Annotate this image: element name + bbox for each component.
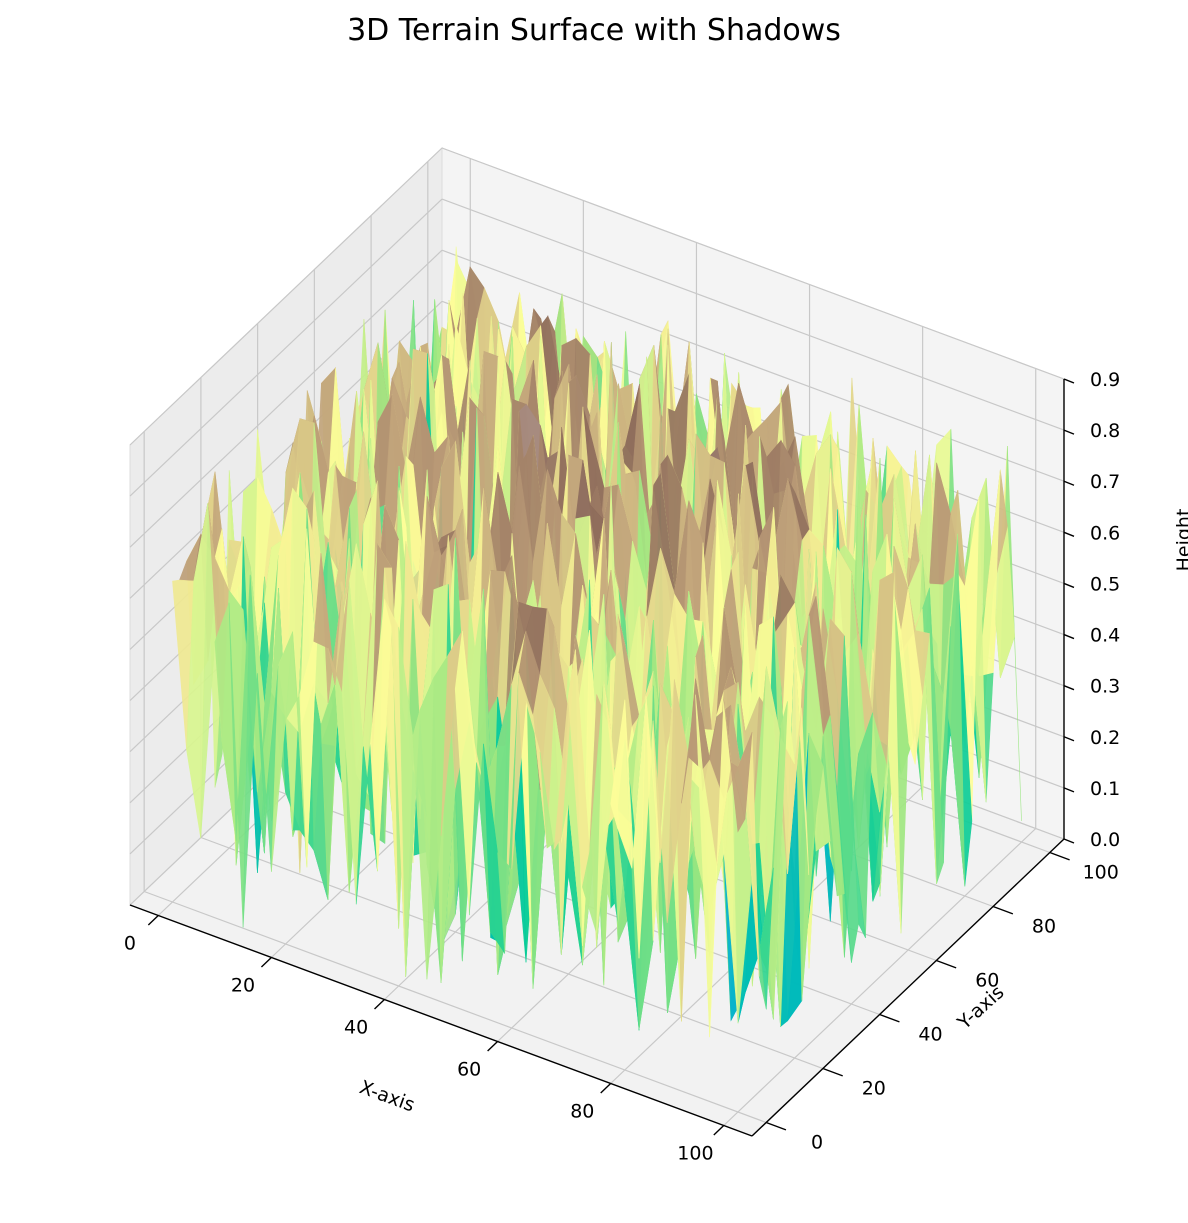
y-tick-label: 0 — [811, 1131, 823, 1153]
z-axis-label: Height — [1173, 509, 1188, 572]
grid-line-z-left — [129, 198, 443, 497]
x-tick-label: 0 — [124, 933, 136, 955]
grid-line-y-floor — [143, 890, 767, 1124]
axis-lines — [129, 379, 1065, 1137]
z-tick-mark — [1063, 633, 1075, 640]
axis-ticks: 0 20 40 60 80 100 0 20 40 60 80 100 0.0 0.1 0.2 0.3 0.4 0… — [124, 369, 1120, 1165]
x-tick-label: 20 — [231, 975, 255, 997]
z-tick-mark — [1063, 685, 1075, 691]
y-tick-mark — [765, 1121, 787, 1131]
x-tick-label: 40 — [344, 1017, 368, 1039]
z-tick-label: 0.8 — [1090, 420, 1120, 442]
grid-line-z-back — [441, 147, 1065, 380]
y-axis-line — [751, 838, 1065, 1137]
x-tick-mark — [487, 1040, 499, 1052]
terrain-surface — [172, 246, 1022, 1038]
grid-line-x-floor — [723, 828, 1037, 1126]
y-tick-mark — [992, 905, 1014, 915]
y-tick-label: 20 — [862, 1077, 886, 1099]
z-tick-label: 0.2 — [1090, 727, 1120, 749]
z-tick-mark — [1063, 787, 1075, 793]
z-tick-label: 0.9 — [1090, 369, 1120, 391]
x-tick-mark — [147, 914, 159, 926]
x-tick-label: 80 — [570, 1101, 594, 1123]
x-axis-line — [129, 904, 753, 1137]
surface-facet — [723, 699, 746, 833]
x-tick-label: 100 — [677, 1143, 713, 1165]
y-tick-mark — [1049, 851, 1070, 861]
y-tick-mark — [879, 1013, 900, 1023]
z-tick-mark — [1063, 582, 1075, 589]
x-tick-label: 60 — [457, 1059, 481, 1081]
z-tick-label: 0.5 — [1090, 573, 1120, 595]
z-tick-mark — [1063, 480, 1075, 486]
z-tick-mark — [1063, 429, 1075, 435]
grid-line-z-back — [441, 249, 1065, 482]
z-tick-label: 0.0 — [1090, 829, 1120, 851]
x-tick-mark — [374, 998, 385, 1010]
grid-line-z-left — [129, 147, 443, 446]
z-tick-label: 0.4 — [1090, 625, 1120, 647]
grid-line-z-left — [129, 249, 443, 548]
z-tick-label: 0.6 — [1090, 522, 1120, 544]
z-tick-label: 0.1 — [1090, 778, 1120, 800]
z-tick-label: 0.7 — [1090, 471, 1120, 493]
y-tick-mark — [822, 1067, 843, 1077]
z-tick-mark — [1063, 378, 1075, 384]
x-tick-mark — [260, 956, 272, 968]
y-tick-label: 100 — [1083, 861, 1119, 883]
y-tick-label: 80 — [1032, 915, 1056, 937]
y-tick-label: 40 — [918, 1023, 942, 1045]
x-axis-label: X-axis — [357, 1076, 418, 1116]
z-tick-mark — [1063, 531, 1075, 537]
y-tick-label: 60 — [975, 969, 999, 991]
grid-line-z-back — [441, 198, 1065, 431]
y-tick-mark — [936, 959, 957, 969]
chart-title: 3D Terrain Surface with Shadows — [347, 13, 841, 48]
grid-line-z-left — [129, 300, 443, 599]
z-tick-mark — [1063, 838, 1075, 844]
x-tick-mark — [600, 1082, 612, 1094]
z-tick-label: 0.3 — [1090, 676, 1120, 698]
x-tick-mark — [713, 1124, 725, 1136]
z-tick-mark — [1063, 736, 1075, 742]
grid-line-y-floor — [200, 836, 824, 1070]
